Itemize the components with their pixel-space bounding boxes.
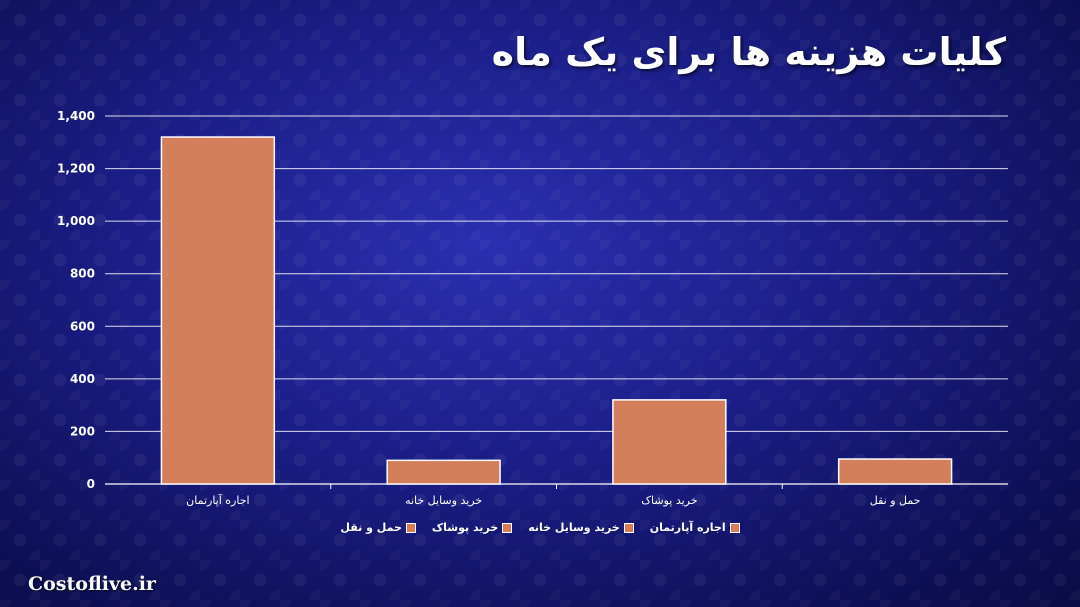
- legend-item: حمل و نقل: [340, 521, 416, 534]
- x-tick-label: اجاره آپارتمان: [186, 493, 249, 507]
- legend-label: حمل و نقل: [340, 521, 402, 534]
- y-tick-label: 600: [70, 319, 95, 333]
- x-tick-label: خرید پوشاک: [641, 494, 697, 507]
- bar: [386, 459, 501, 485]
- site-watermark: Costoflive.ir: [28, 573, 156, 595]
- legend-item: خرید پوشاک: [431, 521, 513, 534]
- x-tick-label: حمل و نقل: [870, 494, 921, 507]
- y-tick-label: 1,200: [57, 162, 95, 176]
- legend-label: خرید وسایل خانه: [528, 521, 620, 534]
- legend-label: خرید پوشاک: [431, 521, 499, 534]
- y-tick-label: 200: [70, 424, 95, 438]
- legend-label: اجاره آپارتمان: [649, 521, 726, 534]
- bar: [612, 399, 727, 485]
- bar: [837, 458, 953, 485]
- y-tick-label: 400: [70, 372, 95, 386]
- chart-legend: اجاره آپارتمان خرید وسایل خانه خرید پوشا…: [0, 521, 1080, 534]
- legend-swatch: [405, 522, 416, 533]
- chart-title: کلیات هزینه ها برای یک ماه: [491, 30, 1006, 74]
- y-tick-label: 1,000: [57, 214, 95, 228]
- y-tick-label: 1,400: [57, 109, 95, 123]
- bar: [160, 136, 276, 485]
- x-tick-label: خرید وسایل خانه: [405, 494, 482, 507]
- legend-swatch: [623, 522, 634, 533]
- y-tick-label: 0: [87, 477, 95, 491]
- legend-item: اجاره آپارتمان: [650, 521, 740, 534]
- legend-swatch: [502, 522, 513, 533]
- legend-swatch: [729, 522, 740, 533]
- legend-item: خرید وسایل خانه: [528, 521, 634, 534]
- y-tick-label: 800: [70, 267, 95, 281]
